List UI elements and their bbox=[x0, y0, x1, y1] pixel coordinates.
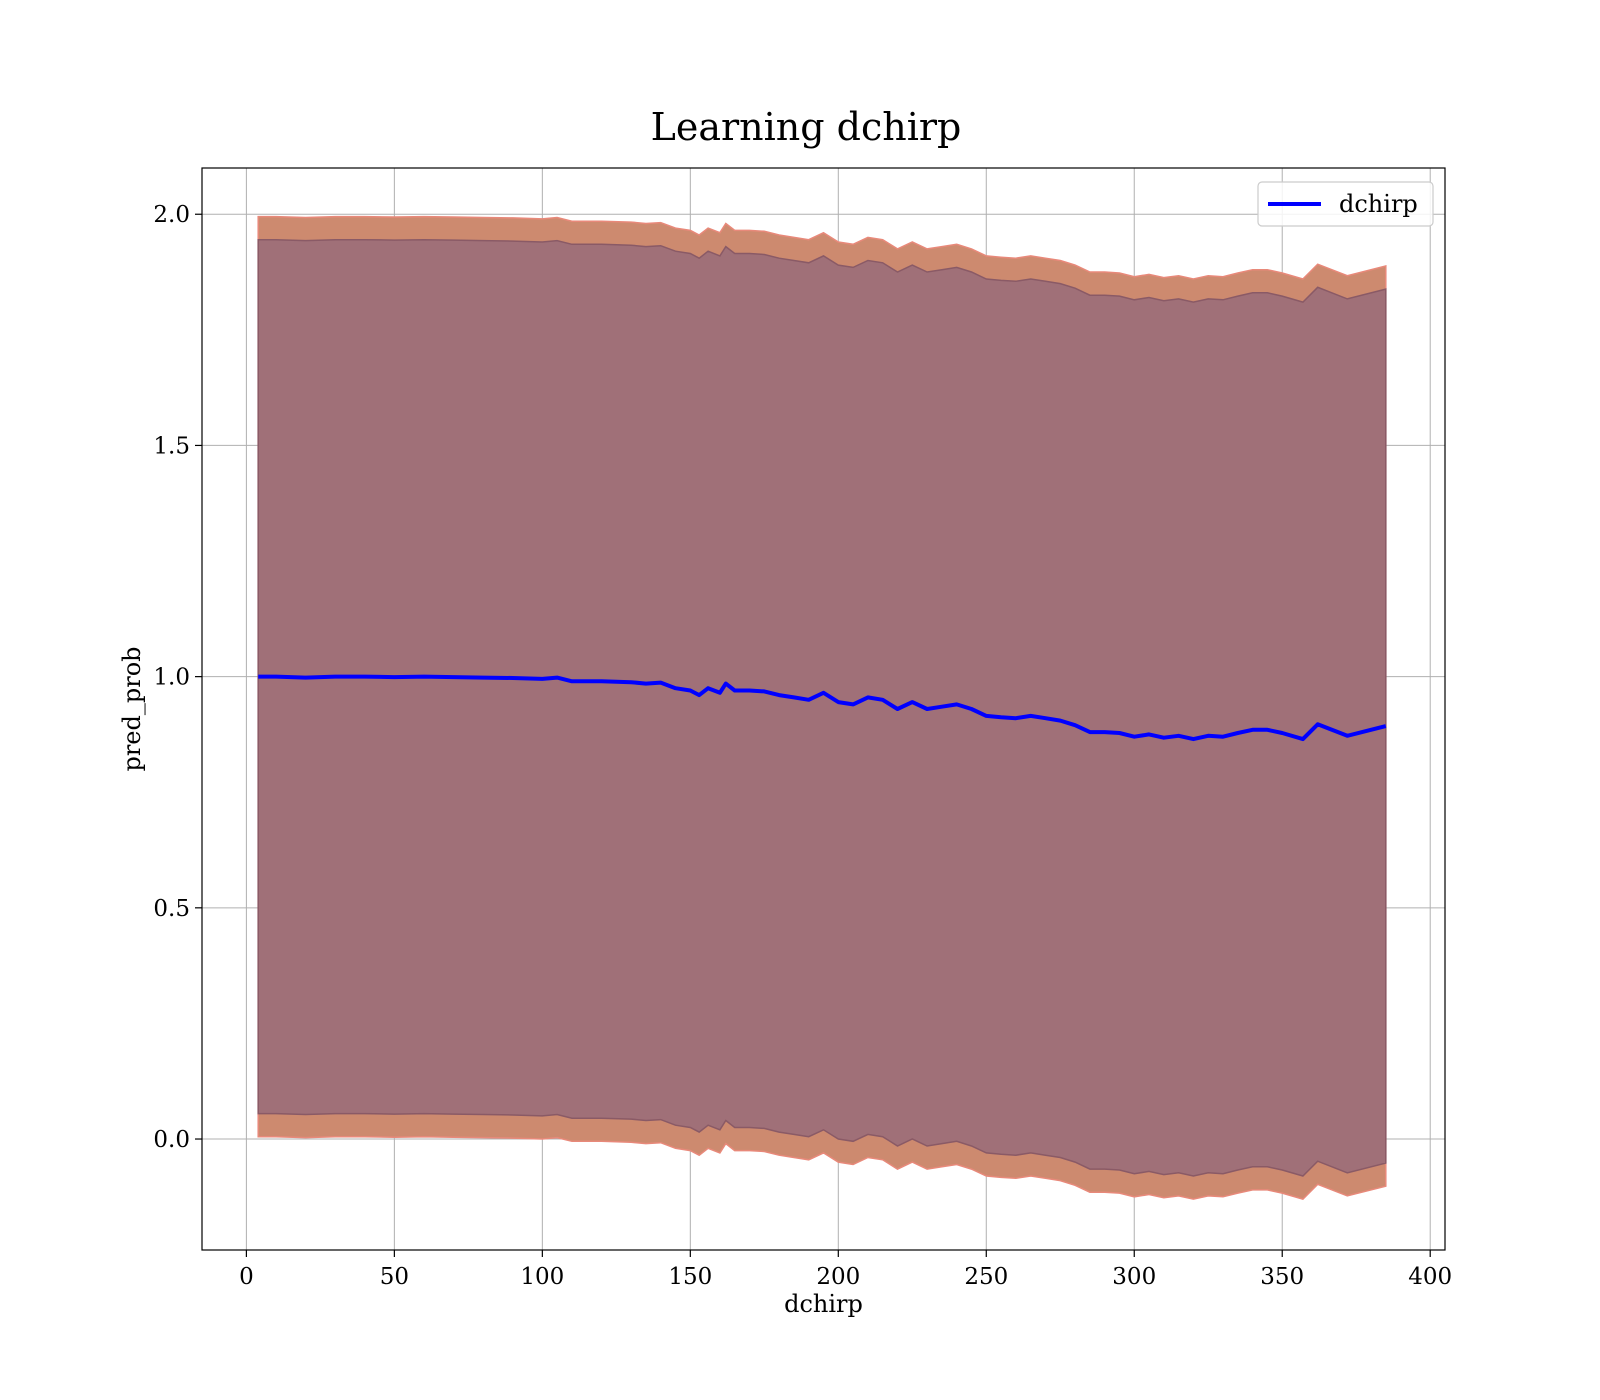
y-axis-label: pred_prob bbox=[118, 646, 146, 771]
y-tick-label: 2.0 bbox=[153, 202, 190, 228]
tick-layer: 0 50 100 150 200 250 300 350 400 0.0 0.5 1.0 1.5 2.0 bbox=[153, 202, 1452, 1290]
inner-confidence-band bbox=[257, 238, 1387, 1177]
x-tick-label: 300 bbox=[1112, 1264, 1156, 1290]
series-line-dchirp bbox=[258, 674, 1387, 742]
chart-title: Learning dchirp bbox=[651, 105, 962, 149]
x-tick-label: 150 bbox=[668, 1264, 712, 1290]
legend-entry-label: dchirp bbox=[1339, 190, 1418, 218]
x-tick-label: 350 bbox=[1260, 1264, 1304, 1290]
legend: dchirp bbox=[1257, 181, 1434, 227]
confidence-bands bbox=[257, 215, 1387, 1200]
y-tick-label: 0.5 bbox=[153, 896, 190, 922]
y-tick-label: 1.5 bbox=[153, 433, 190, 459]
x-tick-label: 50 bbox=[380, 1264, 409, 1290]
y-tick-label: 0.0 bbox=[153, 1127, 190, 1153]
legend-box bbox=[1257, 181, 1434, 227]
series-layer bbox=[258, 674, 1387, 742]
x-tick-label: 100 bbox=[520, 1264, 564, 1290]
x-axis-label: dchirp bbox=[784, 1290, 863, 1318]
x-tick-label: 200 bbox=[816, 1264, 860, 1290]
x-tick-label: 0 bbox=[239, 1264, 254, 1290]
plot-frame bbox=[201, 167, 1446, 1251]
x-tick-label: 400 bbox=[1408, 1264, 1452, 1290]
x-tick-label: 250 bbox=[964, 1264, 1008, 1290]
y-tick-label: 1.0 bbox=[153, 665, 190, 691]
